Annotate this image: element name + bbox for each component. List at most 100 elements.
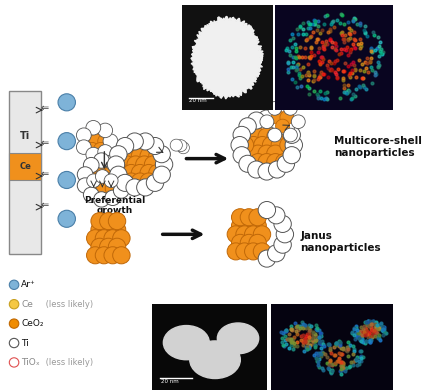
Circle shape xyxy=(94,153,110,168)
Circle shape xyxy=(276,226,294,243)
Circle shape xyxy=(110,146,127,163)
Circle shape xyxy=(140,147,158,165)
Circle shape xyxy=(153,146,170,163)
Circle shape xyxy=(94,142,108,157)
Circle shape xyxy=(175,140,187,152)
Circle shape xyxy=(92,172,108,188)
Circle shape xyxy=(136,156,153,173)
Circle shape xyxy=(104,174,118,188)
Circle shape xyxy=(110,166,127,183)
Circle shape xyxy=(236,136,254,154)
Circle shape xyxy=(80,134,95,149)
Circle shape xyxy=(114,147,131,165)
Circle shape xyxy=(88,164,103,179)
Circle shape xyxy=(248,112,265,129)
Bar xyxy=(10,91,41,254)
Circle shape xyxy=(123,147,140,165)
Circle shape xyxy=(284,102,297,115)
Circle shape xyxy=(253,243,271,260)
Circle shape xyxy=(260,115,274,129)
Circle shape xyxy=(131,173,149,190)
Circle shape xyxy=(177,142,189,154)
Circle shape xyxy=(249,209,266,226)
Circle shape xyxy=(10,319,19,328)
Circle shape xyxy=(108,238,126,255)
Text: Preferential
growth: Preferential growth xyxy=(84,196,145,215)
Circle shape xyxy=(84,158,99,173)
Circle shape xyxy=(258,154,275,170)
Circle shape xyxy=(101,172,116,188)
Circle shape xyxy=(277,155,294,172)
Circle shape xyxy=(291,115,305,129)
Circle shape xyxy=(249,217,266,234)
Circle shape xyxy=(105,164,121,179)
Circle shape xyxy=(94,192,110,207)
Text: ⇐: ⇐ xyxy=(40,138,48,148)
Text: ⇐: ⇐ xyxy=(40,103,48,113)
Circle shape xyxy=(10,338,19,348)
Circle shape xyxy=(107,156,125,173)
Circle shape xyxy=(232,234,249,251)
Circle shape xyxy=(232,217,249,234)
Circle shape xyxy=(116,172,132,188)
Circle shape xyxy=(239,155,256,172)
Circle shape xyxy=(77,178,93,193)
Circle shape xyxy=(149,165,166,181)
Circle shape xyxy=(248,161,265,178)
Circle shape xyxy=(126,133,143,150)
Circle shape xyxy=(108,221,126,238)
Circle shape xyxy=(91,221,108,238)
Circle shape xyxy=(10,280,19,289)
Circle shape xyxy=(105,190,120,206)
Text: Janus
nanoparticles: Janus nanoparticles xyxy=(301,231,381,253)
Circle shape xyxy=(98,134,113,149)
Circle shape xyxy=(131,165,149,181)
Circle shape xyxy=(262,136,280,154)
Circle shape xyxy=(241,145,258,162)
Circle shape xyxy=(227,226,245,243)
Text: Ce: Ce xyxy=(19,162,31,171)
Circle shape xyxy=(253,226,271,243)
Circle shape xyxy=(87,230,104,247)
Circle shape xyxy=(280,111,294,124)
Circle shape xyxy=(170,139,182,151)
Circle shape xyxy=(249,128,267,145)
Text: ⇐: ⇐ xyxy=(40,169,48,179)
Circle shape xyxy=(258,201,275,219)
Circle shape xyxy=(98,145,113,159)
Circle shape xyxy=(98,123,113,138)
Circle shape xyxy=(267,145,284,162)
Text: Ti: Ti xyxy=(21,339,29,348)
Circle shape xyxy=(254,136,271,154)
Circle shape xyxy=(277,118,294,135)
Circle shape xyxy=(91,238,108,255)
Text: Ar⁺: Ar⁺ xyxy=(21,280,36,289)
Circle shape xyxy=(84,172,99,188)
Circle shape xyxy=(140,165,158,181)
Text: ⇐: ⇐ xyxy=(40,200,48,210)
Circle shape xyxy=(94,126,108,140)
Circle shape xyxy=(258,163,275,180)
Bar xyxy=(10,153,41,180)
Circle shape xyxy=(113,230,130,247)
Circle shape xyxy=(116,174,134,192)
Circle shape xyxy=(76,140,91,154)
Circle shape xyxy=(58,94,75,111)
Text: CeO₂: CeO₂ xyxy=(21,319,44,328)
Circle shape xyxy=(236,226,253,243)
Circle shape xyxy=(155,156,173,173)
Text: Multicore-shell
nanoparticles: Multicore-shell nanoparticles xyxy=(334,136,422,158)
Circle shape xyxy=(97,164,112,179)
Circle shape xyxy=(240,217,258,234)
Circle shape xyxy=(95,247,113,264)
Circle shape xyxy=(267,128,284,145)
Circle shape xyxy=(127,156,144,173)
Circle shape xyxy=(110,172,125,188)
Circle shape xyxy=(116,138,134,154)
Circle shape xyxy=(95,170,110,183)
Circle shape xyxy=(274,236,291,253)
Circle shape xyxy=(249,145,267,162)
Circle shape xyxy=(146,138,164,154)
Circle shape xyxy=(104,247,121,264)
Circle shape xyxy=(268,128,282,142)
